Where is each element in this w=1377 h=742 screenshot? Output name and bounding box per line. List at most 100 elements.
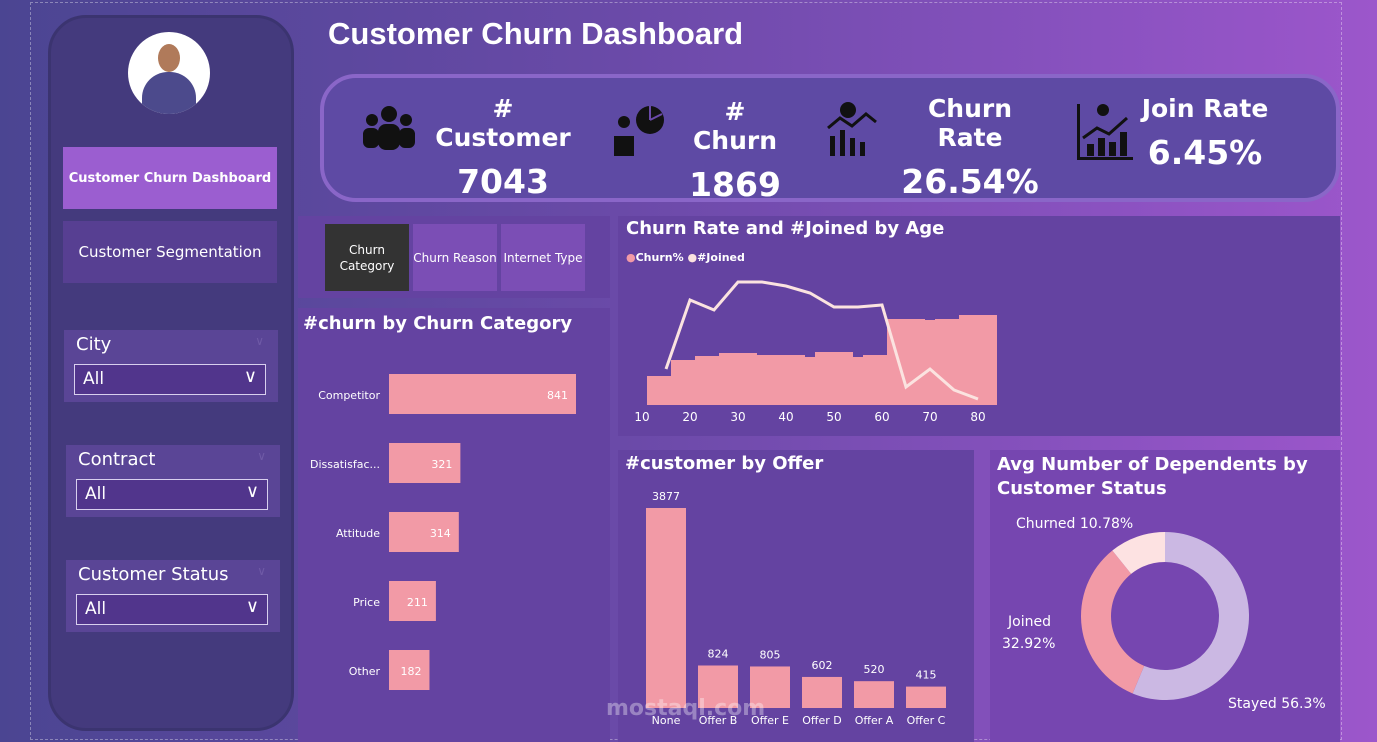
chart-title: Avg Number of Dependents by Customer Sta… [997,454,1308,499]
x-tick: 40 [778,410,793,424]
kpi-label: # Customer [435,94,571,152]
kpi-customer: # Customer 7043 [428,94,578,201]
category-label: Dissatisfac... [310,458,380,471]
tab-churn-reason[interactable]: Churn Reason [413,224,497,291]
data-label: 211 [407,596,428,609]
category-label: Other [349,665,381,678]
category-label: None [652,714,681,727]
bar [802,676,842,708]
legend: ●Churn% ●#Joined [626,251,745,264]
contract-slicer: Contract ∨ All ∨ [66,445,280,517]
data-label: 520 [864,663,885,676]
bar [389,374,576,414]
kpi-label: # Churn [692,97,778,155]
data-label: 321 [431,458,452,471]
churn-pie-box-icon [614,106,664,156]
nav-customer-segmentation[interactable]: Customer Segmentation [63,221,277,283]
x-tick: 70 [922,410,937,424]
donut-slice-joined [1081,550,1145,694]
data-label: 602 [812,659,833,672]
category-label: Attitude [336,527,380,540]
growth-chart-icon [1077,104,1133,160]
chevron-down-icon: ∨ [245,596,259,617]
tab-churn-category[interactable]: Churn Category [325,224,409,291]
chart-title: #customer by Offer [625,453,824,474]
kpi-churn-rate: Churn Rate 26.54% [895,94,1045,201]
data-label: 824 [708,647,729,660]
label-joined-pct: 32.92% [1002,636,1056,652]
legend-joined: #Joined [697,251,745,264]
age-chart: 10 20 30 40 50 60 70 80 [634,280,997,424]
legend-churn: Churn% [635,251,684,264]
category-label: Offer B [699,714,738,727]
joined-line [664,280,979,401]
tab-internet-type[interactable]: Internet Type [501,224,585,291]
chevron-down-icon: ∨ [243,366,257,387]
chart-title: Churn Rate and #Joined by Age [626,218,945,239]
label-joined: Joined [1008,614,1051,630]
city-slicer: City ∨ All ∨ [64,330,278,402]
churn-bar [959,315,997,405]
contract-dropdown[interactable]: All ∨ [76,479,268,510]
bar [906,686,946,708]
category-label: Price [353,596,380,609]
avatar [128,32,210,114]
bar [646,508,686,708]
x-tick: 30 [730,410,745,424]
category-label: Competitor [318,389,380,402]
bar [698,665,738,708]
city-value: All [83,369,105,389]
nav-customer-churn-dashboard[interactable]: Customer Churn Dashboard [63,147,277,209]
bar [750,666,790,708]
offer-chart: 3877 None 824 Offer B 805 Offer E 602 Offer D 52… [646,490,946,727]
city-label: City [76,334,112,355]
legend-dot: ● [626,251,636,264]
x-tick: 10 [634,410,649,424]
contract-value: All [85,484,107,504]
kpi-value: 26.54% [901,162,1039,201]
data-label: 805 [760,648,781,661]
kpi-label: Churn Rate [927,94,1013,152]
person-chart-icon [827,102,877,156]
kpi-churn: # Churn 1869 [680,97,790,204]
contract-label: Contract [78,449,156,470]
donut-slice-stayed [1132,532,1249,700]
collapse-icon[interactable]: ∨ [255,334,264,348]
collapse-icon[interactable]: ∨ [257,564,266,578]
bar [389,512,459,552]
chevron-down-icon: ∨ [245,481,259,502]
page-title: Customer Churn Dashboard [328,16,744,51]
category-label: Offer D [802,714,842,727]
bar [389,443,461,483]
donut-slice-churned [1112,532,1165,574]
category-label: Offer C [907,714,946,727]
x-tick: 20 [682,410,697,424]
category-label: Offer A [855,714,894,727]
customer-status-label: Customer Status [78,564,229,585]
people-group-icon [363,106,415,150]
kpi-value: 7043 [457,162,549,201]
label-churned: Churned 10.78% [1016,516,1134,532]
dependents-donut [1081,532,1249,700]
customer-status-dropdown[interactable]: All ∨ [76,594,268,625]
kpi-label: Join Rate [1141,94,1269,123]
legend-dot: ● [687,251,698,264]
customer-status-slicer: Customer Status ∨ All ∨ [66,560,280,632]
data-label: 314 [430,527,451,540]
bar [389,650,430,690]
data-label: 841 [547,389,568,402]
data-label: 182 [400,665,421,678]
chart-title: #churn by Churn Category [303,313,573,334]
customer-status-value: All [85,599,107,619]
city-dropdown[interactable]: All ∨ [74,364,266,395]
data-label: 3877 [652,490,680,503]
collapse-icon[interactable]: ∨ [257,449,266,463]
kpi-value: 6.45% [1147,133,1263,172]
category-label: Offer E [751,714,789,727]
watermark: mostaql.com [606,696,766,721]
churn-category-chart: 841 Competitor 321 Dissatisfac... 314 Attitud… [310,374,576,690]
bar [389,581,436,621]
data-label: 415 [916,669,937,682]
kpi-join-rate: Join Rate 6.45% [1140,94,1270,172]
x-tick: 80 [970,410,985,424]
